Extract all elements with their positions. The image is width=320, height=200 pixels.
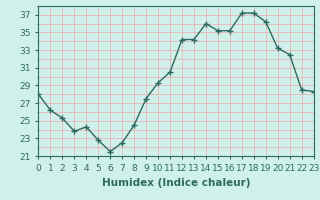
X-axis label: Humidex (Indice chaleur): Humidex (Indice chaleur): [102, 178, 250, 188]
